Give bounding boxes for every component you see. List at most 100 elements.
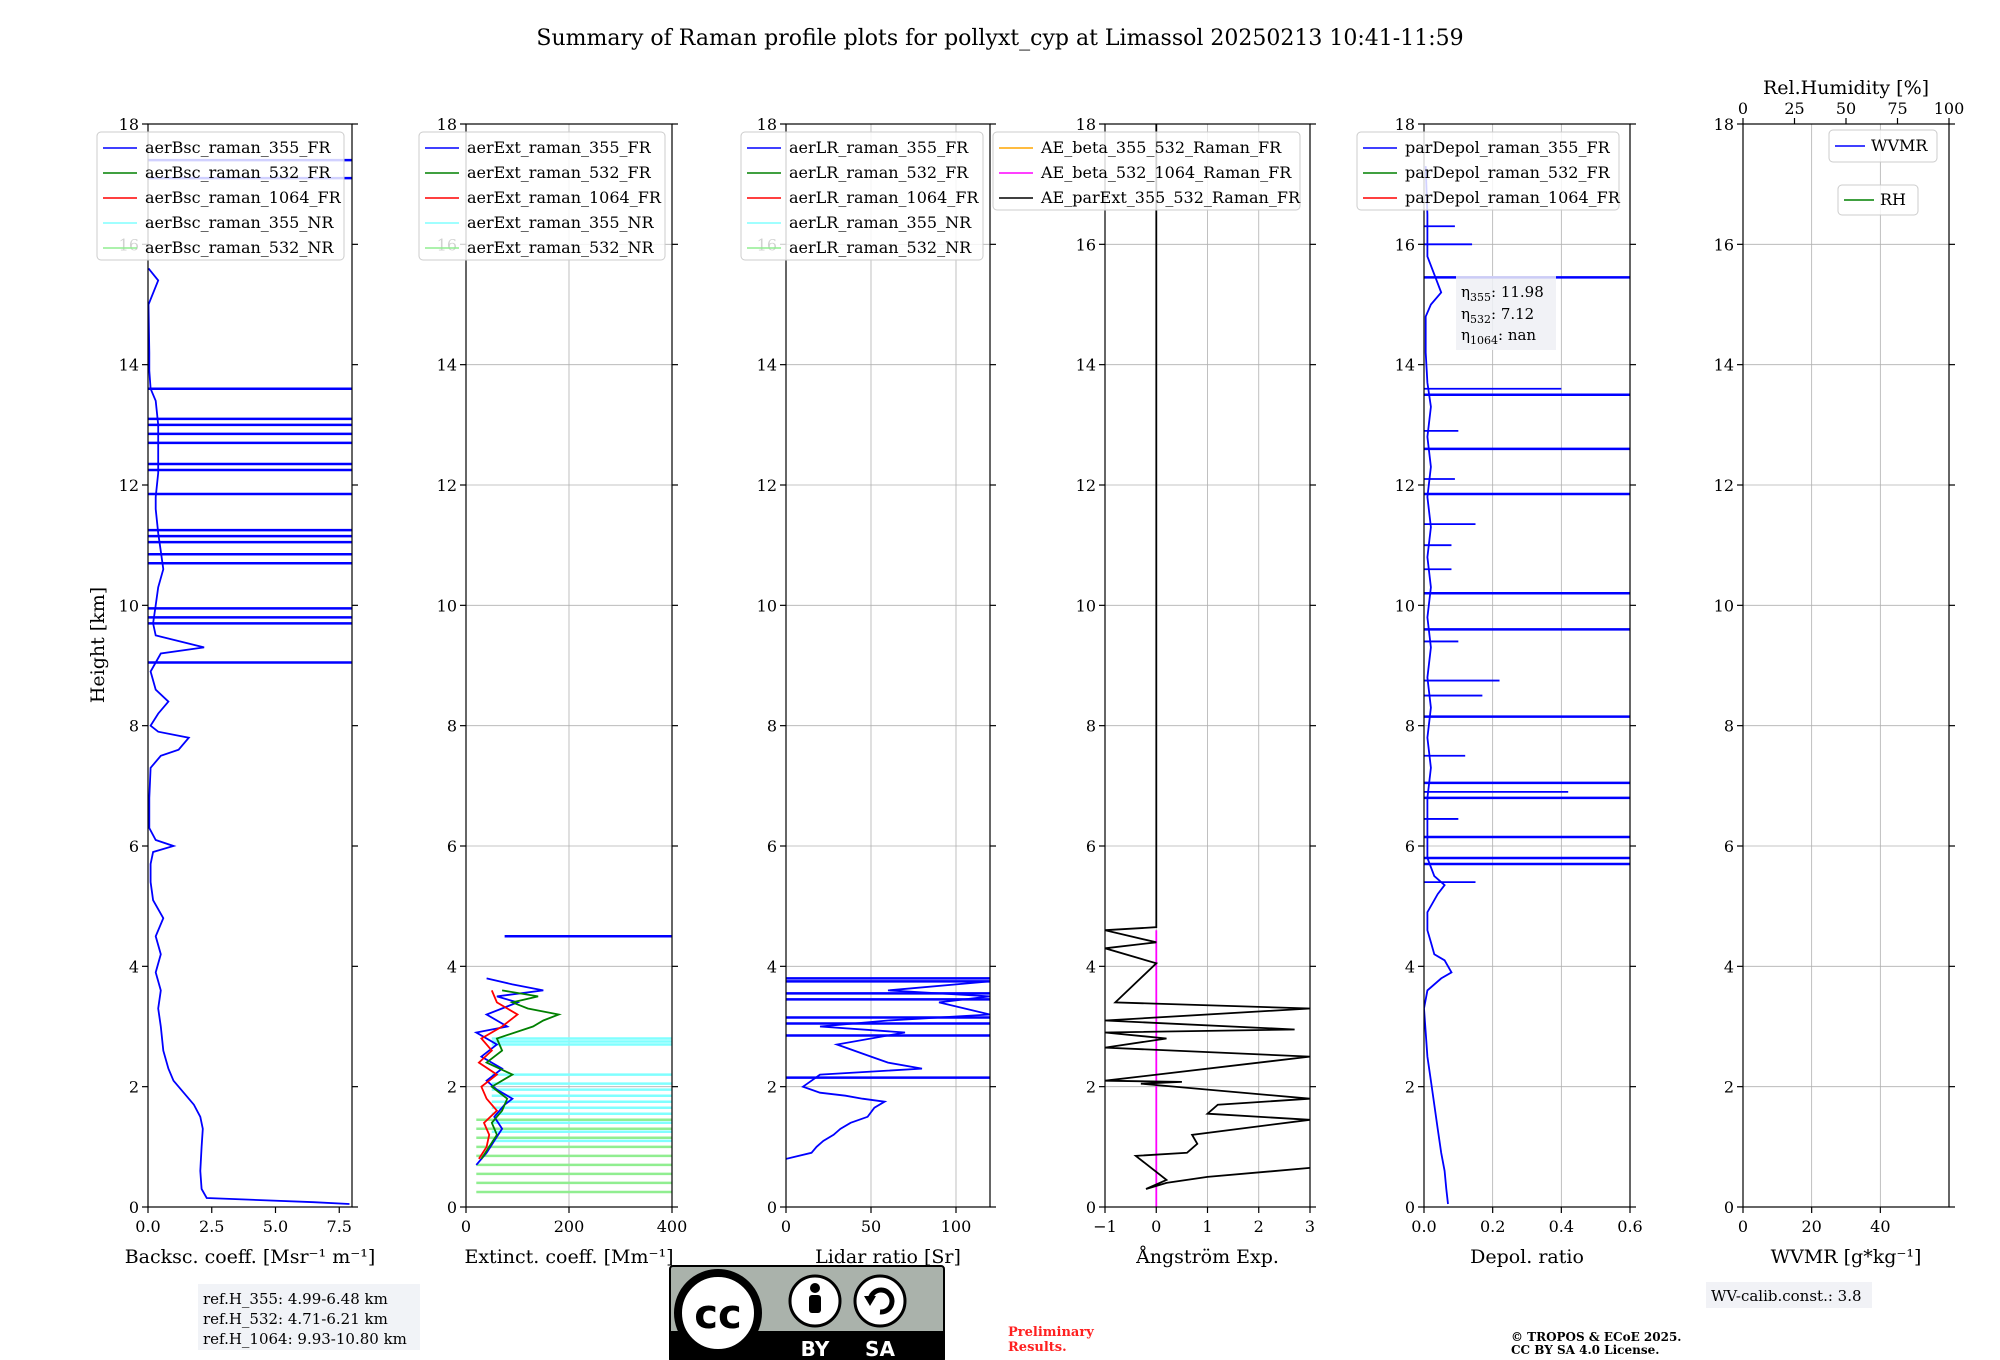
- y-tick-label: 4: [1724, 957, 1734, 976]
- wv-calib-box: WV-calib.const.: 3.8: [1706, 1282, 1872, 1308]
- x-tick-label: 0.6: [1617, 1217, 1642, 1236]
- x-tick-label: 0: [781, 1217, 791, 1236]
- legend-label: aerExt_raman_355_FR: [467, 138, 652, 157]
- legend-4: AE_beta_355_532_Raman_FR AE_beta_532_1064…: [992, 131, 1301, 211]
- y-tick-label: 18: [1395, 115, 1415, 134]
- y-tick-label: 10: [437, 596, 457, 615]
- y-tick-label: 2: [129, 1078, 139, 1097]
- y-tick-label: 4: [447, 957, 457, 976]
- eta-355-value: : 11.98: [1491, 283, 1544, 301]
- preliminary-line-2: Results.: [1008, 1340, 1067, 1355]
- preliminary-line-1: Preliminary: [1008, 1325, 1094, 1340]
- y-tick-label: 8: [1724, 717, 1734, 736]
- y-tick-label: 14: [119, 356, 139, 375]
- legend-3: aerLR_raman_355_FR aerLR_raman_532_FR aerL…: [740, 131, 984, 261]
- x-tick-label: 3: [1305, 1217, 1315, 1236]
- panel-data: [473, 935, 672, 1194]
- legend-label: AE_parExt_355_532_Raman_FR: [1040, 188, 1301, 207]
- y-tick-label: 16: [1395, 235, 1415, 254]
- y-tick-label: 2: [447, 1078, 457, 1097]
- y-tick-label: 8: [1086, 717, 1096, 736]
- x-tick-label: 0: [1738, 1217, 1748, 1236]
- y-tick-label: 4: [1086, 957, 1096, 976]
- y-tick-label: 10: [1076, 596, 1096, 615]
- panel-data: [786, 977, 990, 1160]
- rh-tick-label: 50: [1836, 99, 1856, 118]
- x-tick-label: 0: [461, 1217, 471, 1236]
- legend-label: aerLR_raman_532_FR: [789, 163, 969, 182]
- legend-box: [1356, 131, 1620, 211]
- y-tick-label: 0: [1724, 1198, 1734, 1217]
- series-line-aerExt_raman_1064_FR: [477, 990, 520, 1160]
- legend-label: aerBsc_raman_532_NR: [145, 238, 334, 257]
- y-tick-label: 8: [1405, 717, 1415, 736]
- sa-arrowhead-icon: [864, 1296, 876, 1306]
- eta-box: η355: 11.98 η532: 7.12 η1064: nan: [1456, 276, 1556, 350]
- rh-tick-label: 100: [1934, 99, 1965, 118]
- y-tick-label: 10: [119, 596, 139, 615]
- x-tick-label: 100: [941, 1217, 972, 1236]
- y-tick-label: 14: [437, 356, 457, 375]
- y-tick-label: 6: [1724, 837, 1734, 856]
- y-tick-label: 16: [1714, 235, 1734, 254]
- legend-5: parDepol_raman_355_FR parDepol_raman_532_…: [1356, 131, 1621, 211]
- x-tick-label: 0.0: [135, 1217, 160, 1236]
- y-tick-label: 10: [1395, 596, 1415, 615]
- legend-label: WVMR: [1871, 136, 1928, 155]
- legend-label: aerExt_raman_355_NR: [467, 213, 655, 232]
- rh-tick-label: 75: [1887, 99, 1907, 118]
- panel-frame: [1423, 123, 1631, 1208]
- series-line-aerBsc_raman_355_FR: [148, 267, 350, 1205]
- sa-arrow-icon: [867, 1287, 895, 1315]
- y-tick-label: 12: [1076, 476, 1096, 495]
- y-tick-label: 8: [767, 717, 777, 736]
- y-tick-label: 14: [1714, 356, 1734, 375]
- y-tick-label: 14: [1076, 356, 1096, 375]
- x-tick-label: −1: [1093, 1217, 1117, 1236]
- ref-height-532: ref.H_532: 4.71-6.21 km: [203, 1310, 388, 1328]
- x-tick-label: 7.5: [327, 1217, 352, 1236]
- x-tick-label: 0.2: [1480, 1217, 1505, 1236]
- legend-box: [1837, 184, 1919, 216]
- copyright-line-1: © TROPOS & ECoE 2025.: [1511, 1330, 1681, 1344]
- legend-label: parDepol_raman_1064_FR: [1405, 188, 1621, 207]
- panel-5: 0 2 4 6 8 10 12 14 16 18 0.0 0.2 0.4 0.6 Depol. ratio p…: [1356, 115, 1643, 1268]
- x-tick-label: 0.0: [1411, 1217, 1436, 1236]
- legend-2: aerExt_raman_355_FR aerExt_raman_532_FRae…: [418, 131, 666, 261]
- x-axis-label: Depol. ratio: [1470, 1246, 1584, 1268]
- x-tick-label: 1: [1202, 1217, 1212, 1236]
- eta-1064-sub: 1064: [1470, 334, 1498, 347]
- by-person-body: [809, 1295, 821, 1313]
- y-tick-label: 12: [1395, 476, 1415, 495]
- series-line-parDepol_raman_355_FR: [1424, 166, 1453, 1205]
- y-tick-label: 18: [437, 115, 457, 134]
- cc-by-label: BY: [801, 1337, 830, 1360]
- cc-logo-text: cc: [694, 1292, 741, 1338]
- x-tick-label: 2.5: [199, 1217, 224, 1236]
- series-line-AE_parExt_355_532_Raman_FR: [1105, 124, 1310, 1190]
- x-tick-label: 20: [1801, 1217, 1821, 1236]
- cc-sa-label: SA: [865, 1337, 895, 1360]
- y-tick-label: 12: [119, 476, 139, 495]
- x-axis-label: Extinct. coeff. [Mm⁻¹]: [464, 1246, 673, 1268]
- eta-1064-value: : nan: [1498, 326, 1536, 344]
- legend-box: [96, 131, 345, 261]
- x-tick-label: 50: [861, 1217, 881, 1236]
- x-tick-label: 0.4: [1549, 1217, 1574, 1236]
- y-tick-label: 6: [447, 837, 457, 856]
- legend-box: [418, 131, 666, 261]
- eta-355-sub: 355: [1470, 291, 1491, 304]
- y-tick-label: 12: [437, 476, 457, 495]
- legend-label: aerBsc_raman_1064_FR: [145, 188, 342, 207]
- y-tick-label: 2: [1724, 1078, 1734, 1097]
- eta-532-sub: 532: [1470, 313, 1491, 326]
- cc-logo-icon: [674, 1269, 762, 1357]
- rh-axis-label: Rel.Humidity [%]: [1763, 77, 1929, 99]
- panel-frame: [785, 123, 991, 1208]
- y-tick-label: 6: [1405, 837, 1415, 856]
- sa-share-icon: [853, 1274, 907, 1328]
